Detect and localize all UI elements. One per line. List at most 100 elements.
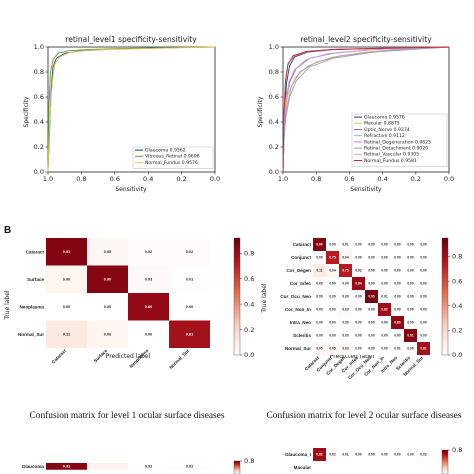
matrix-cell <box>417 316 430 329</box>
matrix-cell <box>339 342 352 355</box>
matrix-cell <box>313 329 326 342</box>
matrix-cell <box>326 264 339 277</box>
matrix-cell <box>313 316 326 329</box>
matrix-cell <box>417 329 430 342</box>
y-tick-label: 0.8 <box>34 68 44 76</box>
cell-value: 0.00 <box>316 308 322 312</box>
cell-value: 0.05 <box>316 347 322 351</box>
cell-value: 0.00 <box>381 321 387 325</box>
cell-value: 0.00 <box>368 334 374 338</box>
cell-value: 0.00 <box>368 269 374 273</box>
legend-entry: Retinal_Degeneration 0.9625 <box>364 139 431 145</box>
matrix-cell <box>128 265 169 293</box>
matrix-cell <box>339 329 352 342</box>
x-tick-label: 1.0 <box>43 175 53 183</box>
matrix-cell <box>391 238 404 251</box>
cell-value: 0.03 <box>145 277 152 281</box>
cell-value: 0.00 <box>342 334 348 338</box>
cell-value: 0.00 <box>316 256 322 260</box>
colorbar <box>233 460 241 474</box>
matrix-cell <box>391 448 404 461</box>
legend-entry: Retinal_Vascular 0.9305 <box>364 152 419 158</box>
matrix-cell <box>404 342 417 355</box>
cell-value: 0.05 <box>329 347 335 351</box>
legend-entry: Glaucoma 0.9576 <box>364 115 405 121</box>
cell-value: 0.00 <box>355 334 361 338</box>
matrix-cell <box>352 448 365 461</box>
matrix-cell <box>352 238 365 251</box>
matrix-cell <box>365 264 378 277</box>
cell-value: 0.90 <box>104 277 111 281</box>
matrix-cell <box>326 277 339 290</box>
x-axis-label: Sensitivity <box>350 186 382 193</box>
matrix-cell <box>417 290 430 303</box>
cell-value: 0.00 <box>407 295 413 299</box>
cell-value: 0.00 <box>355 321 361 325</box>
matrix-cell <box>313 251 326 264</box>
x-axis-label: Predicted label <box>106 353 151 360</box>
column-label: Normal_Sur <box>168 348 190 370</box>
cell-value: 0.00 <box>394 269 400 273</box>
cell-value: 0.00 <box>407 321 413 325</box>
cell-value: 0.00 <box>342 321 348 325</box>
y-axis-label: Specificity <box>257 96 264 127</box>
y-tick-label: 0.6 <box>269 93 279 101</box>
y-tick-label: 0.4 <box>269 118 279 126</box>
cell-value: 0.04 <box>329 269 335 273</box>
cell-value: 0.00 <box>329 282 335 286</box>
matrix-cell <box>378 290 391 303</box>
matrix-cell <box>417 303 430 316</box>
cell-value: 0.03 <box>316 282 322 286</box>
legend-entry: Macular 0.8875 <box>364 121 400 127</box>
cell-value: 0.82 <box>316 453 322 457</box>
cell-value: 0.00 <box>394 334 400 338</box>
cell-value: 0.00 <box>368 308 374 312</box>
colorbar-tick-label: 0.4 <box>452 302 462 310</box>
cell-value: 0.81 <box>420 347 426 351</box>
colorbar <box>441 237 449 356</box>
cell-value: 0.00 <box>394 243 400 247</box>
matrix-cell <box>169 265 210 293</box>
cell-value: 0.75 <box>329 256 335 260</box>
confusion-matrix-partial-right: 0.82 0.02 0.01 0.00 0.00 0.00 0.00 0.00 0.02 Glau… <box>285 446 462 474</box>
y-tick-label: 0.0 <box>34 168 44 176</box>
cell-value: 0.00 <box>355 347 361 351</box>
matrix-cell <box>339 290 352 303</box>
cell-value: 0.00 <box>394 282 400 286</box>
cell-value: 0.00 <box>420 243 426 247</box>
roc-chart-level1: retinal_level1 specificity-sensitivity S… <box>23 35 220 193</box>
matrix-cell <box>417 251 430 264</box>
cell-value: 0.00 <box>355 256 361 260</box>
matrix-cell <box>378 251 391 264</box>
legend-entry: Optic_Nerve 0.9374 <box>364 127 410 133</box>
matrix-cell <box>378 277 391 290</box>
cell-value: 0.91 <box>63 250 70 254</box>
matrix-cell <box>391 342 404 355</box>
cell-value: 0.00 <box>329 243 335 247</box>
row-label: Glaucoma_I <box>285 452 311 457</box>
cell-value: 0.00 <box>329 308 335 312</box>
cell-value: 0.86 <box>394 321 400 325</box>
confusion-matrix-level1: Predicted label True label Confusion mat… <box>4 237 254 421</box>
matrix-cell <box>391 316 404 329</box>
matrix-cell <box>417 342 430 355</box>
cell-value: 0.00 <box>355 453 361 457</box>
colorbar-tick-label: 0.6 <box>452 277 462 285</box>
matrix-cell <box>391 303 404 316</box>
colorbar-tick-label: 0.6 <box>244 275 254 283</box>
matrix-cell <box>378 238 391 251</box>
matrix-cell <box>352 277 365 290</box>
matrix-caption: Confusion matrix for level 2 ocular surf… <box>267 410 462 421</box>
cell-value: 0.00 <box>420 256 426 260</box>
x-tick-label: 0.2 <box>411 175 421 183</box>
cell-value: 0.00 <box>63 305 70 309</box>
matrix-cell <box>352 342 365 355</box>
matrix-cell <box>128 293 169 321</box>
matrix-cell <box>87 320 128 348</box>
cell-value: 0.00 <box>368 453 374 457</box>
row-label: Cor_Infec <box>290 281 312 286</box>
matrix-cell <box>326 448 339 461</box>
colorbar-tick-label: 0.8 <box>452 253 462 261</box>
colorbar-tick-label: 0.8 <box>244 249 254 257</box>
y-tick-label: 0.0 <box>269 168 279 176</box>
